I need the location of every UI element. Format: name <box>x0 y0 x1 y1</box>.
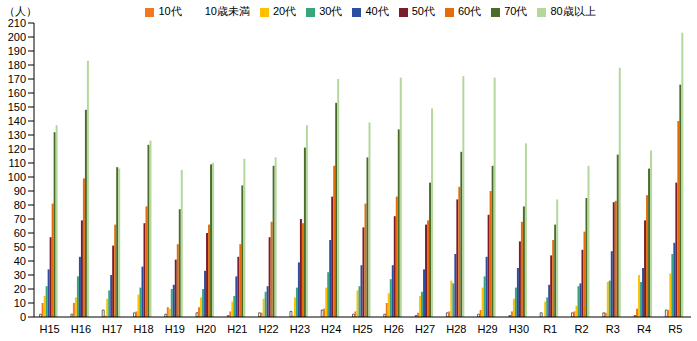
svg-text:140: 140 <box>8 115 26 127</box>
html-text:20代: 20代 <box>272 5 297 17</box>
svg-text:H20: H20 <box>196 323 216 335</box>
svg-text:R4: R4 <box>637 323 651 335</box>
svg-text:10: 10 <box>14 297 26 309</box>
svg-text:100: 100 <box>8 171 26 183</box>
html-text:60代: 60代 <box>457 5 482 17</box>
html-text:10代: 10代 <box>158 5 182 17</box>
svg-text:90: 90 <box>14 185 26 197</box>
svg-text:H16: H16 <box>71 323 91 335</box>
svg-text:200: 200 <box>8 31 26 43</box>
svg-text:150: 150 <box>8 101 26 113</box>
html-text:30代: 30代 <box>319 5 343 17</box>
svg-text:130: 130 <box>8 129 26 141</box>
svg-text:170: 170 <box>8 73 26 85</box>
svg-text:H25: H25 <box>352 323 372 335</box>
svg-text:30: 30 <box>14 269 26 281</box>
svg-text:50: 50 <box>14 241 26 253</box>
svg-text:H17: H17 <box>102 323 122 335</box>
svg-text:H23: H23 <box>290 323 310 335</box>
svg-text:H19: H19 <box>165 323 185 335</box>
svg-text:80: 80 <box>14 199 26 211</box>
svg-text:180: 180 <box>8 59 26 71</box>
svg-text:H30: H30 <box>509 323 529 335</box>
svg-text:190: 190 <box>8 45 26 57</box>
svg-text:H29: H29 <box>478 323 498 335</box>
svg-text:R2: R2 <box>574 323 588 335</box>
svg-text:H24: H24 <box>321 323 341 335</box>
svg-text:R3: R3 <box>606 323 620 335</box>
svg-text:R5: R5 <box>668 323 682 335</box>
svg-text:110: 110 <box>8 157 26 169</box>
svg-text:H28: H28 <box>446 323 466 335</box>
svg-text:H22: H22 <box>259 323 279 335</box>
svg-text:0: 0 <box>20 311 26 323</box>
html-text:40代: 40代 <box>365 5 389 17</box>
html-text:70代: 70代 <box>504 5 528 17</box>
html-text:50代: 50代 <box>411 5 435 17</box>
html-text:（人）: （人） <box>4 5 37 17</box>
svg-text:120: 120 <box>8 143 26 155</box>
svg-text:H26: H26 <box>384 323 404 335</box>
svg-text:R1: R1 <box>543 323 557 335</box>
svg-text:H21: H21 <box>227 323 247 335</box>
svg-text:H18: H18 <box>133 323 153 335</box>
html-text:10歳未満: 10歳未満 <box>204 5 250 17</box>
svg-text:70: 70 <box>14 213 26 225</box>
svg-text:H15: H15 <box>40 323 60 335</box>
svg-text:210: 210 <box>8 17 26 29</box>
svg-text:H27: H27 <box>415 323 435 335</box>
svg-text:20: 20 <box>14 283 26 295</box>
html-text:80歳以上: 80歳以上 <box>550 5 596 17</box>
svg-text:160: 160 <box>8 87 26 99</box>
svg-text:60: 60 <box>14 227 26 239</box>
svg-text:40: 40 <box>14 255 26 267</box>
